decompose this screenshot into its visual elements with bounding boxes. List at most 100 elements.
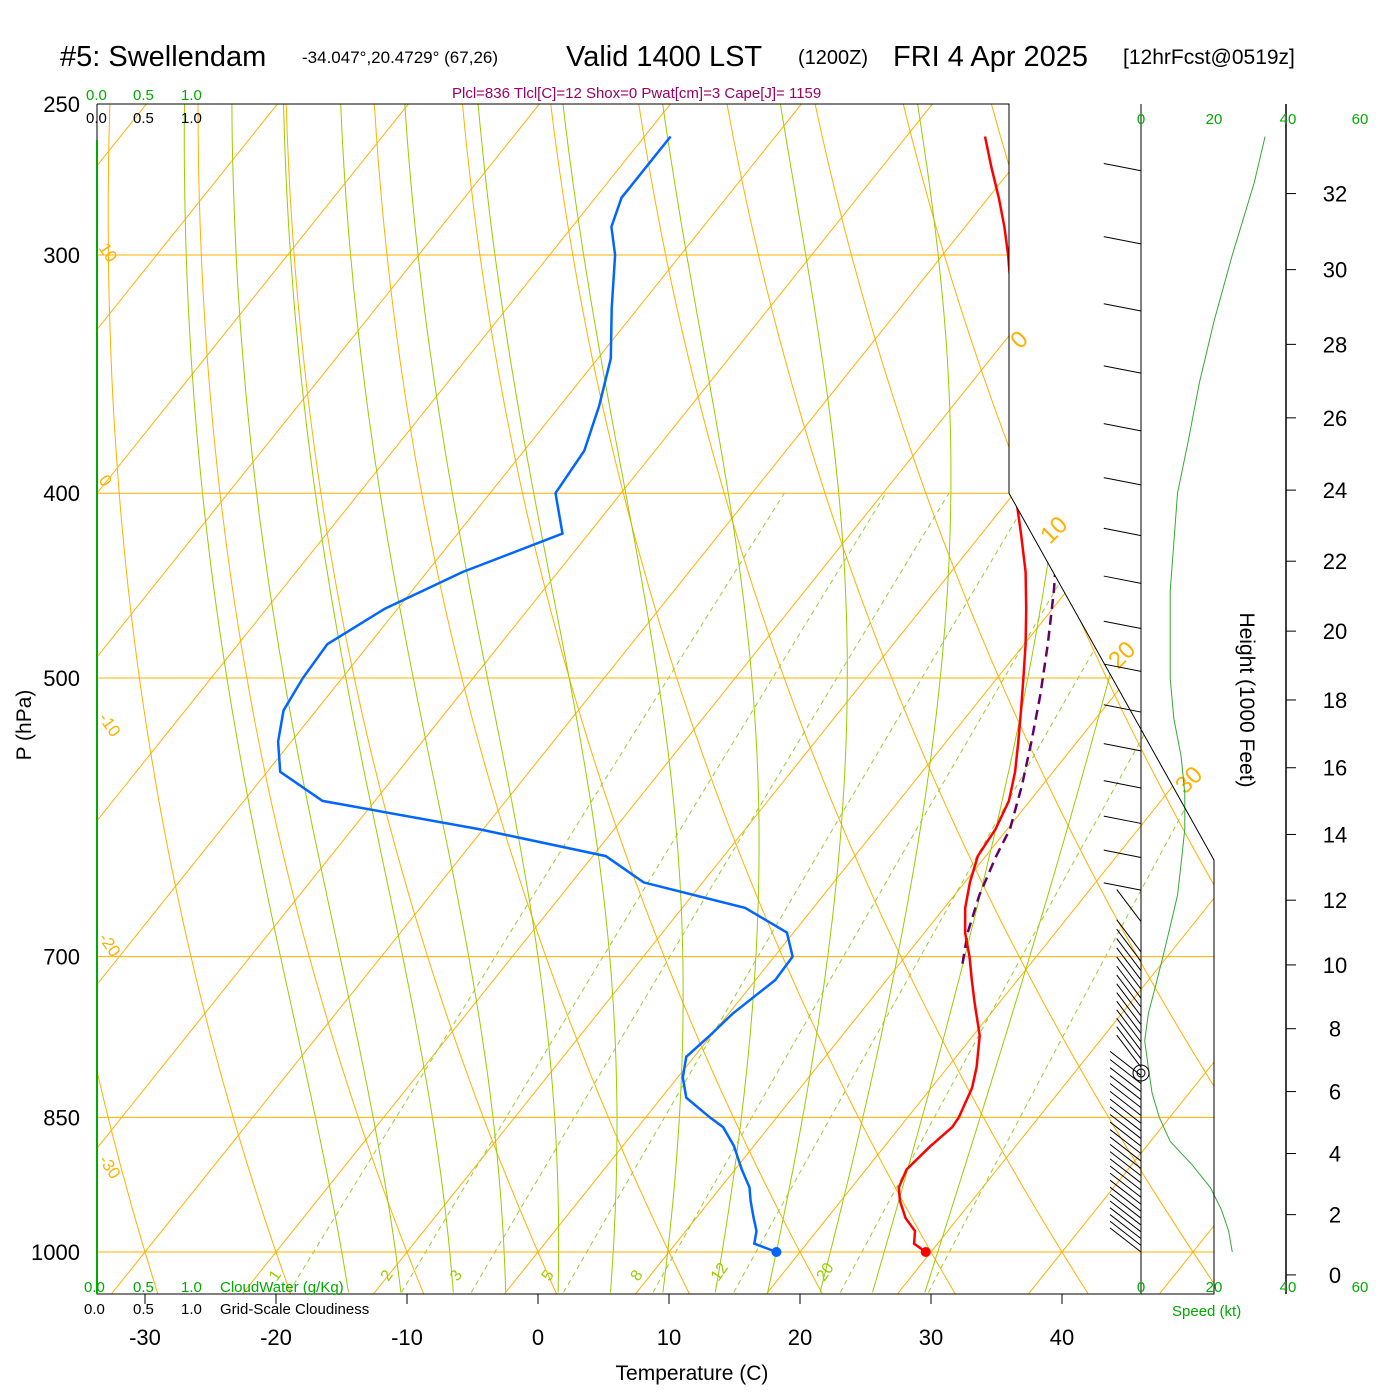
wind-barb <box>1109 1151 1142 1177</box>
wind-barb <box>1109 1158 1142 1184</box>
dry-adiabat-line <box>542 104 978 1294</box>
cloudwater-tick-top-2: 1.0 <box>181 87 202 104</box>
speed-tick-bottom-2: 40 <box>1280 1279 1297 1296</box>
forecast-run: [12hrFcst@0519z] <box>1123 46 1295 69</box>
temperature-tick-label: -30 <box>129 1325 161 1350</box>
height-tick-label: 4 <box>1329 1142 1341 1167</box>
wind-barb <box>1109 1214 1142 1240</box>
forecast-date: FRI 4 Apr 2025 <box>893 41 1088 73</box>
speed-axis-label: Speed (kt) <box>1172 1303 1241 1320</box>
calm-wind-marker-inner <box>1136 1068 1146 1078</box>
wind-barb <box>1109 1106 1142 1132</box>
pressure-axis-title: P (hPa) <box>13 690 36 761</box>
wind-barb <box>1103 849 1142 858</box>
surface-temperature-marker <box>920 1247 931 1257</box>
wind-barb <box>1116 938 1142 972</box>
cloudiness-tick-top-1: 0.5 <box>133 110 154 127</box>
wind-barb <box>1109 1083 1142 1109</box>
wind-barb <box>1103 663 1142 672</box>
height-tick-label: 22 <box>1323 549 1347 574</box>
temperature-tick-label: 10 <box>657 1325 681 1350</box>
wind-barb <box>1109 1207 1142 1233</box>
isotherm-line <box>97 104 334 1294</box>
moist-adiabat-line <box>282 104 454 1293</box>
mixing-ratio-line <box>927 492 1214 1293</box>
isotherm-line <box>97 104 858 1294</box>
wind-barb <box>1116 1026 1142 1060</box>
station-coords: -34.047°,20.4729° (67,26) <box>302 48 498 67</box>
cloudiness-tick-top-0: 0.0 <box>86 110 107 127</box>
height-tick-label: 18 <box>1323 688 1347 713</box>
pressure-tick-label: 850 <box>43 1105 80 1130</box>
axes: -30 -20 -10 0 10 20 30 402503004005007008501000… <box>31 92 1347 1350</box>
wind-profile-panel <box>1103 104 1266 1294</box>
wind-barb <box>1109 1067 1142 1093</box>
wind-barb <box>1103 743 1142 752</box>
wind-barb <box>1116 928 1142 962</box>
isotherm-line <box>736 104 1214 1294</box>
axis-titles: Temperature (C) P (hPa) Height (1000 Fee… <box>13 612 1258 1385</box>
moist-adiabat-line <box>558 104 684 1293</box>
speed-tick-bottom-3: 60 <box>1352 1279 1369 1296</box>
wind-barb <box>1116 965 1142 999</box>
wind-barb <box>1103 882 1142 891</box>
pressure-tick-label: 250 <box>43 92 80 117</box>
moist-adiabat-line <box>338 104 507 1293</box>
stability-indices: Plcl=836 Tlcl[C]=12 Shox=0 Pwat[cm]=3 Ca… <box>452 85 821 102</box>
cloudiness-tick-top-2: 1.0 <box>181 110 202 127</box>
wind-barb <box>1103 620 1142 630</box>
moist-adiabat-line <box>819 104 952 1293</box>
cloudwater-tick-top-1: 0.5 <box>133 87 154 104</box>
wind-barb <box>1109 1200 1142 1226</box>
wind-barb <box>1109 1227 1142 1253</box>
height-tick-label: 28 <box>1323 332 1347 357</box>
wind-barb <box>1109 1179 1142 1205</box>
cloudwater-tick-bottom-0: 0.0 <box>84 1279 105 1296</box>
wind-barb <box>1103 236 1142 245</box>
speed-tick-bottom-0: 0 <box>1137 1279 1145 1296</box>
surface-dewpoint-marker <box>771 1247 782 1257</box>
zulu-time: (1200Z) <box>798 47 868 69</box>
wind-barb <box>1109 1186 1142 1212</box>
header: #5: Swellendam -34.047°,20.4729° (67,26)… <box>60 41 1295 102</box>
valid-time: Valid 1400 LST <box>566 41 762 73</box>
dry-adiabat-line <box>628 104 1113 1294</box>
isotherm-line <box>97 104 596 1294</box>
wind-barb <box>1109 1114 1142 1139</box>
dry-adiabat-line <box>886 104 1214 1294</box>
dry-adiabat-line <box>107 104 305 1294</box>
height-tick-label: 8 <box>1329 1017 1341 1042</box>
wind-barb <box>1109 1121 1142 1147</box>
pressure-tick-label: 1000 <box>31 1240 80 1265</box>
moist-adiabat-line <box>402 104 560 1293</box>
height-tick-label: 0 <box>1329 1263 1341 1288</box>
moist-adiabat-line <box>767 104 848 1293</box>
dry-adiabat-line <box>714 104 1214 1294</box>
cloudiness-tick-bottom-1: 0.5 <box>133 1301 154 1318</box>
wind-barb <box>1103 704 1142 713</box>
wind-barb <box>1103 780 1142 789</box>
wind-barb <box>1116 992 1142 1026</box>
wind-barb <box>1109 1090 1142 1116</box>
height-tick-label: 30 <box>1323 258 1347 283</box>
isotherm-line <box>998 104 1214 1294</box>
isotherm-line <box>474 104 1214 1294</box>
pressure-tick-label: 400 <box>43 481 80 506</box>
dry-adiabat-line <box>284 104 575 1294</box>
wind-barb <box>1103 477 1142 486</box>
moist-adiabat-line <box>183 104 349 1293</box>
isotherm-line <box>97 104 989 1294</box>
wind-barb <box>1116 974 1142 1008</box>
wind-barb <box>1109 1143 1142 1169</box>
dry-adiabat-line <box>197 104 440 1294</box>
height-tick-label: 20 <box>1323 619 1347 644</box>
cloudwater-label: CloudWater (g/Kg) <box>220 1279 344 1296</box>
wind-barb <box>1109 1220 1142 1246</box>
wind-barb <box>1109 1098 1142 1124</box>
isotherm-line <box>97 104 465 1294</box>
height-tick-label: 2 <box>1329 1203 1341 1228</box>
dry-adiabat-line <box>456 104 844 1294</box>
mixing-ratio-line <box>288 492 785 1293</box>
